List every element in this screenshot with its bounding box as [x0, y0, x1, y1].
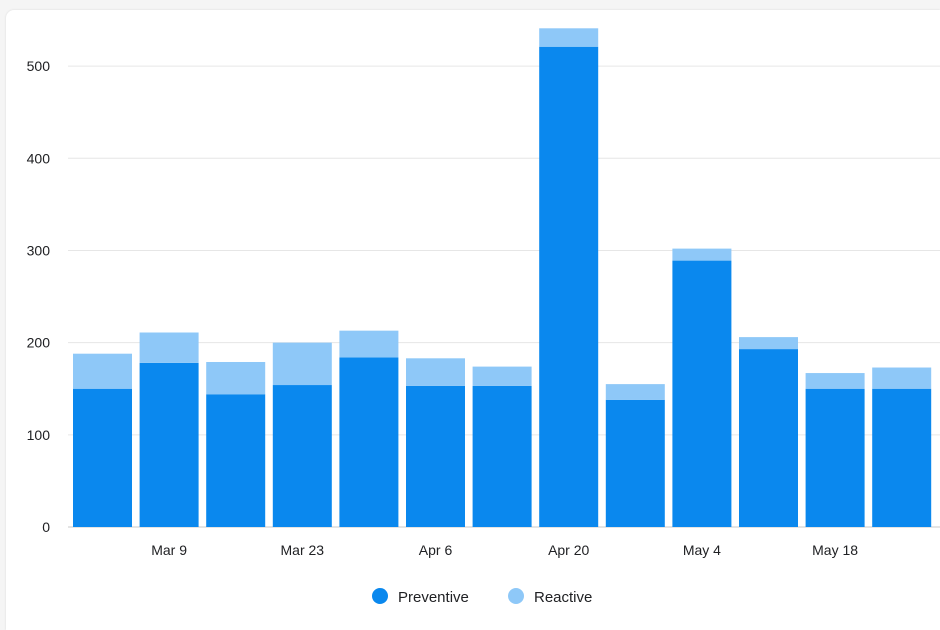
bar-preventive-mar-16 [206, 394, 266, 527]
legend-label-reactive: Reactive [534, 589, 592, 606]
bar-preventive-apr-27 [605, 399, 665, 527]
bar-preventive-apr-6 [406, 385, 465, 527]
bar-reactive-mar-23 [272, 342, 332, 386]
legend-label-preventive: Preventive [398, 589, 469, 606]
bar-preventive-may-25 [872, 388, 932, 527]
y-tick-label: 300 [27, 242, 51, 258]
bar-reactive-apr-27 [605, 384, 665, 400]
y-tick-label: 200 [27, 335, 51, 351]
legend-swatch-reactive [508, 588, 524, 604]
bar-reactive-apr-6 [406, 358, 465, 386]
x-tick-label: Apr 20 [548, 542, 589, 558]
bar-reactive-mar-16 [206, 361, 266, 395]
bar-reactive-may-4 [672, 248, 732, 261]
y-tick-label: 500 [27, 58, 51, 74]
bar-reactive-apr-20 [539, 28, 599, 47]
bar-preventive-mar-23 [272, 385, 332, 527]
bars [73, 28, 932, 527]
x-tick-label: Apr 6 [419, 542, 453, 558]
y-tick-label: 100 [27, 427, 51, 443]
bar-preventive-mar-9 [139, 362, 199, 527]
x-tick-label: Mar 9 [151, 542, 187, 558]
y-tick-label: 400 [27, 150, 51, 166]
x-tick-label: May 18 [812, 542, 858, 558]
legend-swatch-preventive [372, 588, 388, 604]
bar-reactive-may-11 [739, 337, 798, 350]
bar-reactive-mar-2 [73, 353, 132, 389]
bar-preventive-apr-20 [539, 46, 599, 527]
bar-preventive-apr-13 [472, 385, 532, 527]
bar-reactive-mar-30 [339, 330, 399, 358]
x-tick-label: Mar 23 [281, 542, 325, 558]
bar-reactive-may-25 [872, 367, 932, 389]
bar-preventive-may-18 [805, 388, 865, 527]
y-tick-label: 0 [42, 519, 50, 535]
bar-preventive-mar-2 [73, 388, 132, 527]
bar-preventive-may-4 [672, 260, 732, 527]
bar-preventive-mar-30 [339, 357, 399, 527]
bar-reactive-apr-13 [472, 366, 532, 386]
x-tick-label: May 4 [683, 542, 721, 558]
legend: Preventive Reactive [372, 588, 592, 606]
bar-reactive-may-18 [805, 373, 865, 389]
x-axis-ticks: Mar 9 Mar 23 Apr 6 Apr 20 May 4 May 18 [151, 542, 858, 558]
y-axis-ticks: 0 100 200 300 400 500 [27, 58, 51, 535]
bar-reactive-mar-9 [139, 332, 199, 363]
bar-preventive-may-11 [739, 349, 798, 527]
